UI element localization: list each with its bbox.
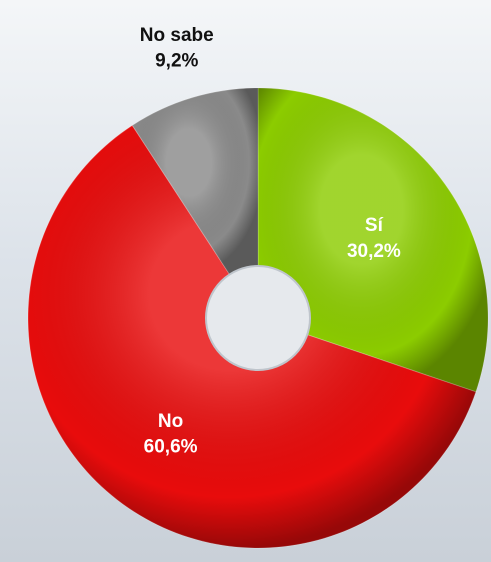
donut-hole <box>206 266 310 370</box>
value-label: 30,2% <box>347 241 401 262</box>
category-label: Sí <box>365 215 384 236</box>
value-label: 60,6% <box>144 437 198 458</box>
category-label: No sabe <box>140 25 214 46</box>
value-label: 9,2% <box>155 51 198 72</box>
chart: Sí 30,2% No 60,6% No sabe 9,2% <box>0 0 491 562</box>
category-label: No <box>158 411 183 432</box>
